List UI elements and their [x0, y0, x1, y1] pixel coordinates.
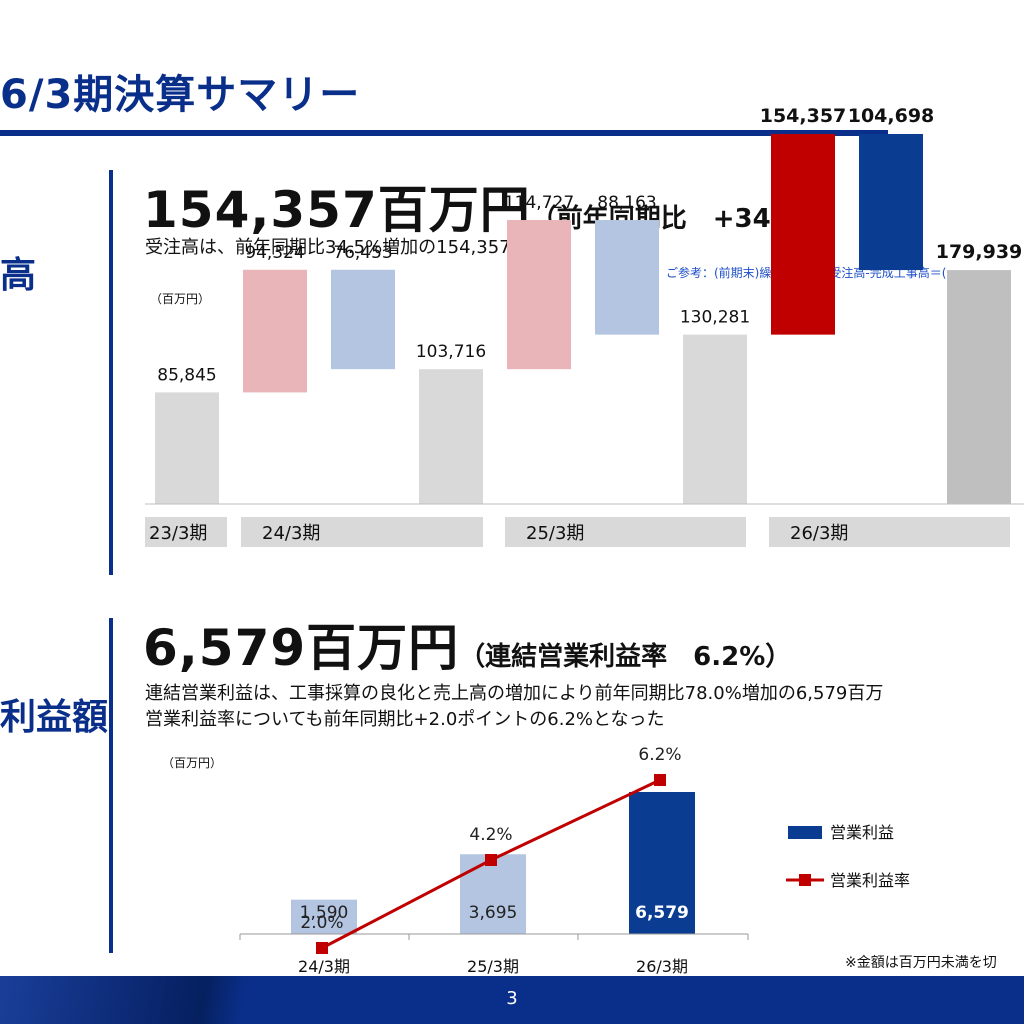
- page-title: 6/3期決算サマリー: [0, 72, 361, 118]
- period-tick-label: 25/3期: [526, 523, 584, 544]
- waterfall-data-label: 130,281: [680, 308, 750, 328]
- orders-unit: （百万円）: [150, 292, 211, 306]
- profit-category-label: 24/3期: [298, 957, 350, 976]
- profit-rate-label: 4.2%: [469, 825, 512, 845]
- legend-bar-swatch: [788, 826, 822, 839]
- profit-bar-label: 1,590: [300, 903, 349, 923]
- period-label-box: [145, 517, 227, 547]
- waterfall-bar: [683, 334, 747, 504]
- waterfall-bar: [595, 220, 659, 335]
- period-tick-label: 23/3期: [149, 523, 207, 544]
- profit-section-divider: [109, 618, 113, 953]
- profit-rate-marker: [485, 854, 497, 866]
- profit-rate-marker: [316, 942, 328, 954]
- legend-line-label: 営業利益率: [830, 871, 910, 890]
- waterfall-bar: [331, 269, 395, 370]
- profit-headline: 6,579百万円（連結営業利益率 6.2%）: [143, 619, 792, 677]
- legend-bar-label: 営業利益: [830, 823, 894, 842]
- profit-category-label: 26/3期: [636, 957, 688, 976]
- profit-category-label: 25/3期: [467, 957, 519, 976]
- waterfall-bar: [947, 270, 1011, 504]
- profit-headline-note: （連結営業利益率 6.2%）: [459, 642, 792, 672]
- waterfall-data-label: 88,163: [597, 193, 656, 213]
- period-label-box: [769, 517, 1010, 547]
- footnote: ※金額は百万円未満を切: [845, 955, 997, 971]
- period-tick-label: 24/3期: [262, 523, 320, 544]
- period-label-box: [505, 517, 746, 547]
- period-label-box: [241, 517, 483, 547]
- orders-section-divider: [109, 170, 113, 575]
- profit-subtitle-line2: 営業利益率についても前年同期比+2.0ポイントの6.2%となった: [145, 709, 665, 730]
- waterfall-bar: [155, 392, 219, 504]
- waterfall-data-label: 103,716: [416, 342, 486, 362]
- profit-rate-label: 6.2%: [638, 745, 681, 765]
- waterfall-bar: [419, 369, 483, 504]
- orders-side-label: 高: [0, 255, 37, 296]
- profit-bar-label: 3,695: [469, 903, 518, 923]
- footer-bar: [0, 976, 1024, 1024]
- legend-line-marker: [799, 874, 811, 886]
- waterfall-data-label: 85,845: [157, 365, 216, 385]
- waterfall-data-label: 154,357: [760, 105, 847, 127]
- profit-bar: [460, 854, 526, 934]
- period-tick-label: 26/3期: [790, 523, 848, 544]
- orders-subtitle: 受注高は、前年同期比34.5%増加の154,357百万円: [145, 237, 565, 258]
- profit-side-label: 利益額: [0, 697, 109, 738]
- waterfall-data-label: 76,453: [333, 243, 392, 263]
- profit-bar: [629, 792, 695, 934]
- page-number: 3: [506, 988, 518, 1009]
- waterfall-data-label: 94,324: [245, 243, 304, 263]
- waterfall-bar: [771, 133, 835, 335]
- profit-bar-label: 6,579: [635, 903, 689, 923]
- waterfall-data-label: 114,727: [504, 193, 574, 213]
- title-underline: [0, 130, 888, 136]
- waterfall-data-label: 179,939: [936, 241, 1023, 263]
- profit-bar: [291, 899, 357, 934]
- waterfall-bar: [859, 133, 923, 271]
- profit-rate-label: 2.0%: [300, 913, 343, 933]
- profit-unit: （百万円）: [162, 756, 223, 770]
- profit-subtitle-line1: 連結営業利益は、工事採算の良化と売上高の増加により前年同期比78.0%増加の6,…: [145, 683, 884, 704]
- waterfall-bar: [507, 220, 571, 370]
- profit-rate-marker: [654, 774, 666, 786]
- waterfall-bar: [243, 269, 307, 393]
- waterfall-data-label: 104,698: [848, 105, 935, 127]
